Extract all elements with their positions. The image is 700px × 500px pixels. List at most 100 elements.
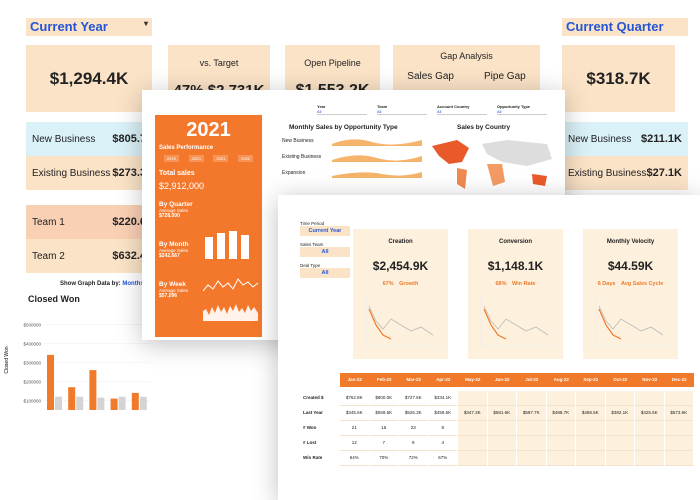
value: All [300, 268, 350, 278]
row-item: New Business $805.7 [26, 122, 152, 156]
cell: $425.5K [635, 406, 664, 421]
value: $805.7 [112, 133, 146, 145]
row-label: # Won [303, 425, 317, 430]
row-item: Existing Business $27.1K [562, 156, 688, 190]
bar [55, 396, 62, 410]
teams: Team 1 $220.6 Team 2 $632.4 [26, 205, 152, 273]
value: All [437, 109, 487, 115]
graph-by: Show Graph Data by: Months [60, 281, 144, 287]
front-dashboard: Time Period Current Year Sales Team All Deal… [278, 195, 700, 500]
year: 2021 [186, 119, 231, 141]
filters: Year All Team All Account Country All Opportun… [317, 104, 557, 115]
cell: $347.3K [458, 406, 487, 421]
cell: 4 [428, 436, 457, 451]
cell: $488.7K [546, 406, 575, 421]
cell: 9 [399, 436, 428, 451]
pct: 68% [495, 281, 507, 287]
type: New Business [282, 138, 314, 144]
row-item: Existing Business $273.3 [26, 156, 152, 190]
cell [635, 451, 664, 466]
value: $273.3 [112, 167, 146, 179]
bar [47, 354, 54, 410]
note: 6 Days Avg Sales Cycle [583, 281, 678, 287]
name: Account Country [437, 104, 470, 109]
cell [605, 436, 634, 451]
cell [487, 436, 516, 451]
name: New Business [568, 133, 632, 145]
filter[interactable]: Opportunity Type All [497, 104, 547, 115]
pct: 67% [382, 281, 394, 287]
cell: 70% [369, 451, 398, 466]
decor [203, 231, 259, 321]
title: Gap Analysis [440, 51, 493, 61]
cell: $762.8K [340, 391, 369, 406]
cell: 8 [428, 421, 457, 436]
label: Show Graph Data by: [60, 281, 121, 287]
cell: 16 [369, 421, 398, 436]
monthly-title: Monthly Sales by Opportunity Type [289, 124, 398, 131]
cell [517, 436, 546, 451]
column-header: Nov-22 [642, 377, 658, 382]
label: Win Rate [512, 281, 536, 287]
period: By Quarter Average Sales $728,000 [159, 201, 204, 219]
filter[interactable]: Time Period Current Year [300, 221, 350, 236]
closed-won-chart: Closed Won $500000 $400000 $300000 $200000 $… [4, 323, 150, 410]
cell: 72% [399, 451, 428, 466]
name: Team [377, 104, 388, 109]
value: $318.7K [586, 68, 651, 88]
label: Total sales [159, 170, 195, 177]
quarter-filter[interactable]: Current Quarter [562, 18, 688, 36]
filter[interactable]: Team All [377, 104, 427, 115]
row-label: Last Year [303, 410, 323, 415]
chart-title: Closed Won [28, 294, 80, 304]
year-types: New Business $805.7 Existing Business $273.… [26, 122, 152, 190]
cell [635, 436, 664, 451]
name: Team 2 [32, 250, 65, 262]
label: Average Sales [159, 208, 189, 213]
cell: 67% [428, 451, 457, 466]
cell [605, 391, 634, 406]
cell [664, 391, 693, 406]
label: Sales Performance [159, 145, 214, 151]
cell [546, 421, 575, 436]
value[interactable]: Months [122, 281, 144, 287]
cell [576, 421, 605, 436]
name: Sales Team [300, 242, 324, 247]
type: Existing Business [282, 154, 322, 160]
name: Year [317, 104, 326, 109]
value: $2,454.9K [372, 259, 429, 273]
year-filter[interactable]: Current Year ▾ [26, 18, 152, 36]
pct: 6 Days [597, 281, 616, 287]
column-header: Feb-22 [376, 377, 392, 382]
bar [97, 397, 105, 410]
item: Pipe Gap [484, 71, 526, 82]
cell [517, 421, 546, 436]
value: $1,294.4K [49, 68, 129, 88]
filter[interactable]: Deal Type All [300, 263, 350, 278]
value: Current Year [300, 226, 350, 236]
value: All [377, 109, 427, 115]
label: Avg Sales Cycle [620, 281, 664, 287]
filter[interactable]: Sales Team All [300, 242, 350, 257]
name: Opportunity Type [497, 104, 531, 109]
item: Sales Gap [407, 71, 454, 82]
row-label: # Lost [303, 440, 317, 445]
cell [605, 451, 634, 466]
cell: $597.7K [517, 406, 546, 421]
row-item: Team 1 $220.6 [26, 205, 152, 239]
filter[interactable]: Year All [317, 104, 367, 115]
column-header: Mar-22 [406, 377, 421, 382]
column-header: Apr-22 [436, 377, 451, 382]
title: Conversion [498, 239, 532, 245]
filter-text: Current Quarter [566, 19, 664, 34]
cell: 21 [340, 421, 369, 436]
year: 2019 [163, 155, 179, 162]
kpi-card: Conversion $1,148.1K 68% Win Rate [468, 229, 563, 359]
title: vs. Target [199, 58, 239, 68]
row-item: Team 2 $632.4 [26, 239, 152, 273]
name: Team 1 [32, 216, 65, 228]
cell [487, 391, 516, 406]
filter[interactable]: Account Country All [437, 104, 487, 115]
cell: 23 [399, 421, 428, 436]
value: $57,096 [159, 293, 178, 299]
